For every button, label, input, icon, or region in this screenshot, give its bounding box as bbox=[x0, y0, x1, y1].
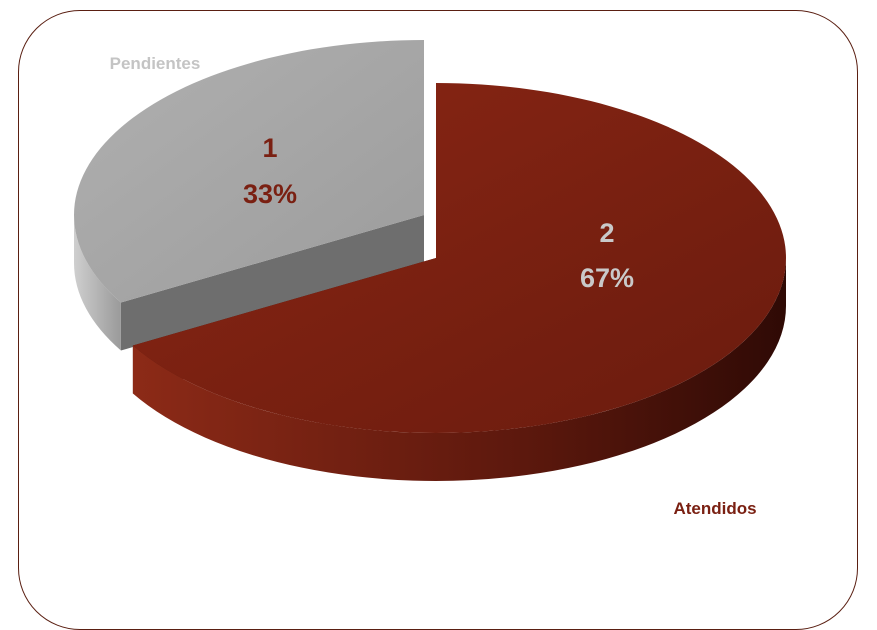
slice-side bbox=[74, 215, 121, 351]
slice-top bbox=[73, 40, 424, 303]
pie-slice-atendidos bbox=[132, 83, 786, 481]
slice-top bbox=[132, 83, 786, 433]
slice-side bbox=[132, 258, 786, 481]
category-label-pendientes: Pendientes bbox=[110, 54, 201, 73]
slice-wall bbox=[120, 215, 424, 351]
data-label-percent-atendidos: 67% bbox=[580, 263, 634, 293]
pie-slice-pendientes bbox=[73, 40, 424, 351]
pie-chart: 2 67% Atendidos 1 33% Pendientes bbox=[73, 40, 786, 518]
data-label-value-atendidos: 2 bbox=[599, 218, 614, 248]
data-label-percent-pendientes: 33% bbox=[243, 179, 297, 209]
category-label-atendidos: Atendidos bbox=[673, 499, 756, 518]
data-label-value-pendientes: 1 bbox=[262, 133, 277, 163]
